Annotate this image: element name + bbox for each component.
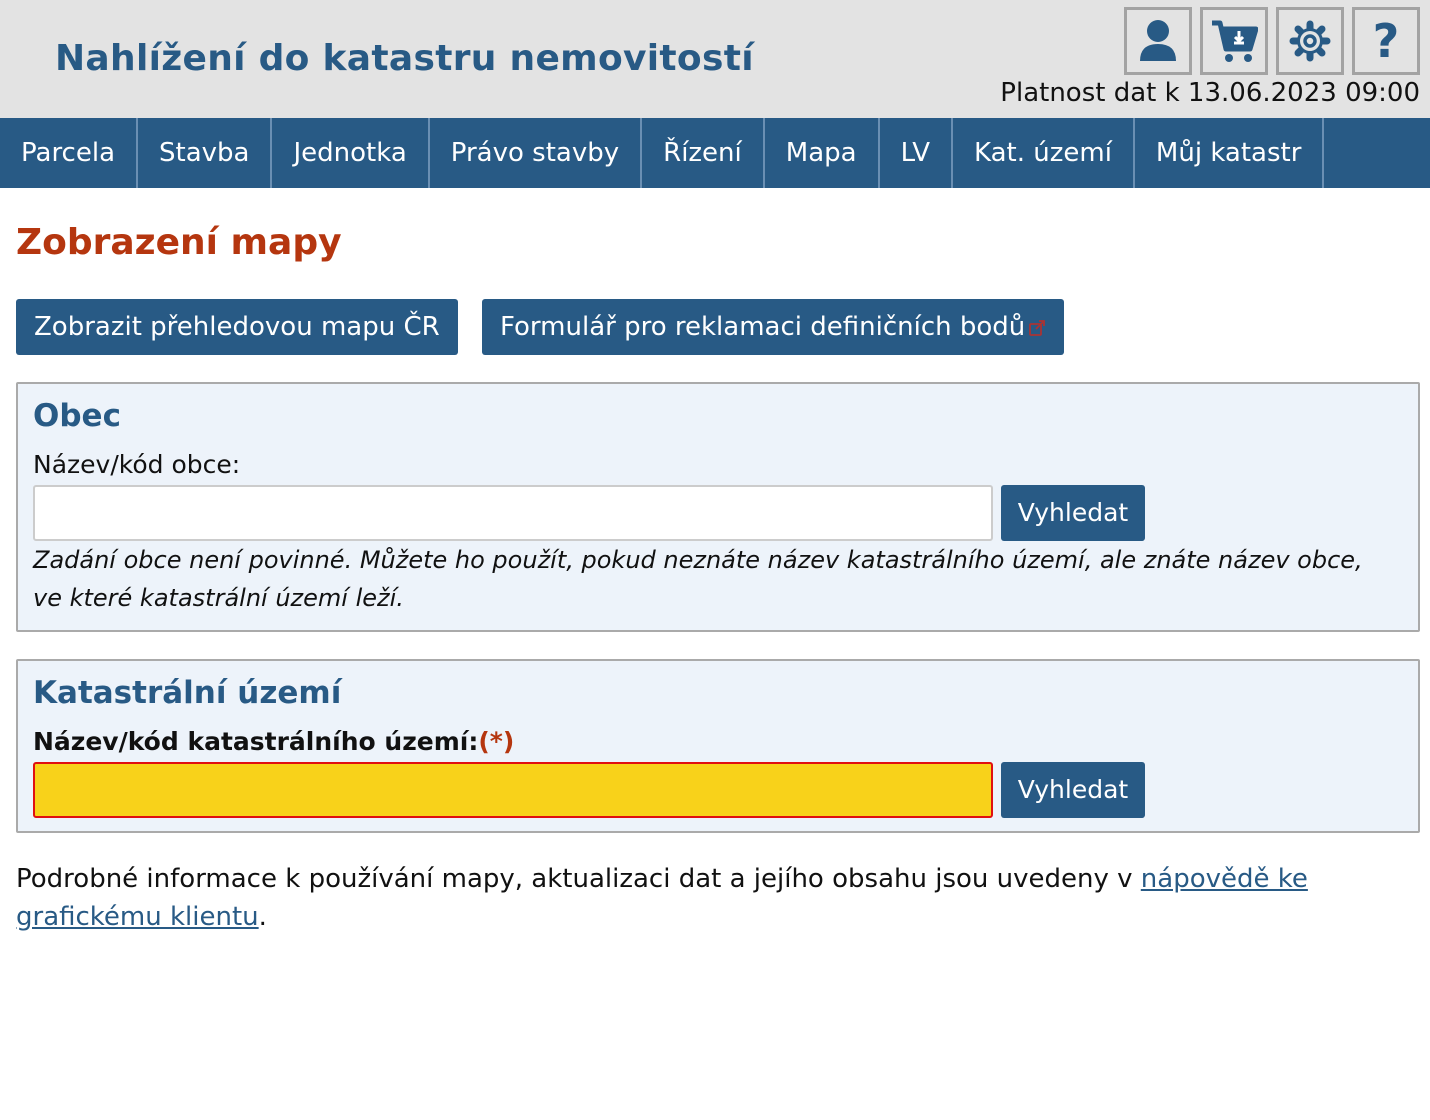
obec-search-button[interactable]: Vyhledat [1001,485,1145,541]
nav-rizeni[interactable]: Řízení [642,118,765,188]
data-validity: Platnost dat k 13.06.2023 09:00 [1000,78,1420,108]
complaint-form-label: Formulář pro reklamaci definičních bodů [500,312,1026,342]
ku-input[interactable] [33,762,993,818]
page-title: Zobrazení mapy [16,222,342,263]
gear-icon [1289,20,1331,62]
info-text-body: Podrobné informace k používání mapy, akt… [16,864,1141,894]
nav-stavba[interactable]: Stavba [138,118,273,188]
help-link[interactable]: nápovědě ke grafickému klientu [16,864,1308,932]
nav-pravo-stavby[interactable]: Právo stavby [430,118,643,188]
nav-kat-uzemi[interactable]: Kat. území [953,118,1135,188]
settings-button[interactable] [1276,7,1344,75]
ku-label: Název/kód katastrálního území: [33,727,479,756]
obec-panel: Obec Název/kód obce: Vyhledat Zadání obc… [16,382,1420,632]
obec-label: Název/kód obce: [33,450,241,479]
help-icon: ? [1372,14,1400,68]
overview-map-label: Zobrazit přehledovou mapu ČR [34,312,440,342]
complaint-form-button[interactable]: Formulář pro reklamaci definičních bodů [482,299,1065,355]
main-nav: Parcela Stavba Jednotka Právo stavby Říz… [0,118,1430,188]
nav-jednotka[interactable]: Jednotka [272,118,430,188]
header: Nahlížení do katastru nemovitostí ? Plat… [0,0,1430,118]
obec-heading: Obec [33,398,121,434]
ku-heading: Katastrální území [33,675,342,711]
info-text: Podrobné informace k používání mapy, akt… [16,860,1421,936]
nav-lv[interactable]: LV [880,118,953,188]
ku-search-button[interactable]: Vyhledat [1001,762,1145,818]
ku-panel: Katastrální území Název/kód katastrálníh… [16,659,1420,833]
obec-hint: Zadání obce není povinné. Můžete ho použ… [33,546,1363,612]
required-mark: (*) [478,727,515,756]
nav-mapa[interactable]: Mapa [765,118,880,188]
obec-input[interactable] [33,485,993,541]
external-link-icon [1029,320,1046,336]
help-button[interactable]: ? [1352,7,1420,75]
user-icon [1140,20,1176,61]
nav-parcela[interactable]: Parcela [0,118,139,188]
nav-muj-katastr[interactable]: Můj katastr [1135,118,1325,188]
cart-button[interactable] [1200,7,1268,75]
user-button[interactable] [1124,7,1192,75]
info-end: . [258,902,267,932]
overview-map-button[interactable]: Zobrazit přehledovou mapu ČR [16,299,458,355]
cart-download-icon [1212,20,1258,62]
site-title[interactable]: Nahlížení do katastru nemovitostí [55,38,754,79]
